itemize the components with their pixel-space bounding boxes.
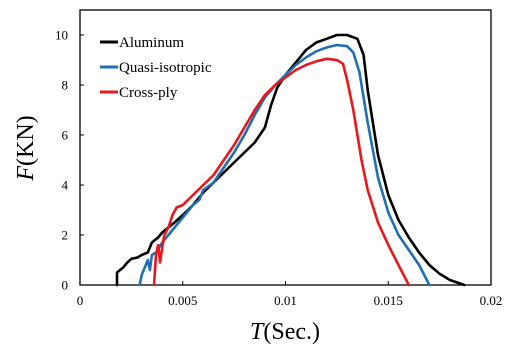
- x-tick-label: 0.02: [480, 293, 503, 308]
- x-axis-ticks: 0 0.005 0.01 0.015 0.02: [77, 281, 503, 308]
- series-lines: [115, 33, 466, 287]
- legend-label: Quasi-isotropic: [119, 60, 212, 76]
- legend-label: Cross-ply: [119, 85, 178, 101]
- series-line-aluminum: [115, 33, 466, 287]
- x-axis-label: T(Sec.): [250, 319, 320, 345]
- y-axis-ticks: 0 2 4 6 8 10: [55, 28, 84, 293]
- y-axis-unit: (KN): [13, 115, 39, 166]
- legend: Aluminum Quasi-isotropic Cross-ply: [100, 35, 212, 101]
- y-tick-label: 10: [55, 28, 68, 43]
- x-tick-label: 0: [77, 293, 84, 308]
- x-tick-label: 0.005: [168, 293, 197, 308]
- plot-area: [79, 9, 492, 286]
- x-tick-label: 0.01: [274, 293, 297, 308]
- y-tick-label: 2: [62, 228, 69, 243]
- y-tick-label: 6: [62, 128, 69, 143]
- y-axis-label: F(KN): [13, 115, 39, 181]
- x-axis-symbol: T: [250, 319, 265, 345]
- y-tick-label: 4: [62, 178, 69, 193]
- y-tick-label: 8: [62, 78, 69, 93]
- y-axis-symbol: F: [13, 166, 39, 182]
- legend-label: Aluminum: [119, 35, 184, 51]
- series-line-cross-ply: [152, 57, 411, 287]
- x-axis-unit: (Sec.): [263, 319, 320, 345]
- x-tick-label: 0.015: [374, 293, 403, 308]
- y-tick-label: 0: [62, 278, 69, 293]
